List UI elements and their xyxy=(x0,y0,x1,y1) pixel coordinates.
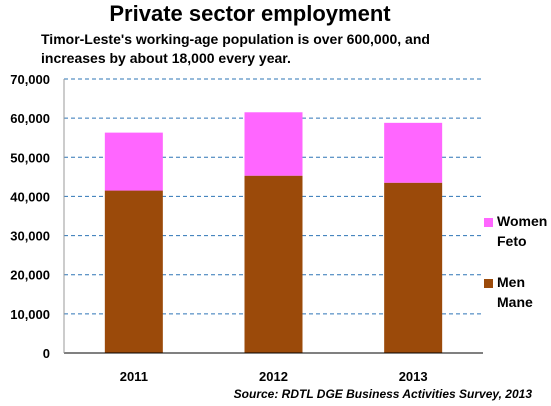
chart-subtitle-line-2: increases by about 18,000 every year. xyxy=(41,50,291,66)
y-axis-ticks: 0 10,000 20,000 30,000 40,000 50,000 60,000 70,… xyxy=(10,72,50,361)
bars xyxy=(104,112,443,353)
chart-source: Source: RDTL DGE Business Activities Sur… xyxy=(234,387,533,401)
legend-label: Women xyxy=(497,213,547,229)
legend-label: Men xyxy=(497,274,525,290)
x-tick-label: 2012 xyxy=(259,369,288,384)
bar-2011-men xyxy=(104,190,163,353)
legend-swatch-men xyxy=(484,279,493,288)
legend-label: Mane xyxy=(497,294,533,310)
y-tick-label: 70,000 xyxy=(10,72,50,87)
y-tick-label: 10,000 xyxy=(10,307,50,322)
y-tick-label: 50,000 xyxy=(10,150,50,165)
bar-2011-women xyxy=(104,132,163,191)
x-axis-labels: 2011 2012 2013 xyxy=(120,369,428,384)
legend-swatch-women xyxy=(484,218,493,227)
bar-2013-women xyxy=(384,122,443,183)
x-tick-label: 2013 xyxy=(399,369,428,384)
bar-2012-men xyxy=(244,175,303,353)
y-tick-label: 20,000 xyxy=(10,268,50,283)
chart-subtitle-line-1: Timor-Leste's working-age population is … xyxy=(41,31,430,47)
legend-label: Feto xyxy=(497,233,527,249)
y-tick-label: 60,000 xyxy=(10,111,50,126)
chart-title: Private sector employment xyxy=(109,1,391,26)
bar-2013-men xyxy=(384,182,443,353)
y-tick-label: 0 xyxy=(43,346,50,361)
legend: Women Feto Men Mane xyxy=(484,213,547,310)
y-tick-label: 40,000 xyxy=(10,189,50,204)
x-tick-label: 2011 xyxy=(120,369,148,384)
y-tick-label: 30,000 xyxy=(10,229,50,244)
bar-2012-women xyxy=(244,112,303,176)
